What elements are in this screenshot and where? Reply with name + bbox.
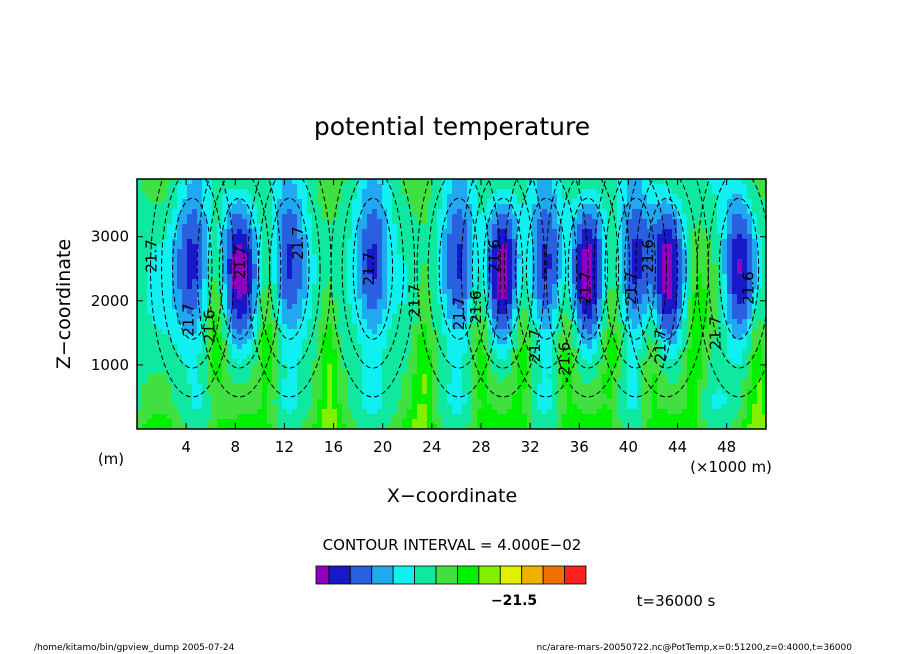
y-axis-label: Z−coordinate: [53, 239, 75, 369]
contour-label: 21.7: [651, 329, 669, 362]
x-tick-label: 20: [373, 438, 392, 456]
contour-label: 21.7: [231, 246, 249, 279]
x-tick-label: 44: [668, 438, 687, 456]
y-tick-label: 3000: [91, 228, 129, 246]
colorbar-swatch: [414, 565, 437, 585]
time-annotation: t=36000 s: [637, 592, 716, 610]
colorbar: [315, 565, 587, 585]
contour-label: 21.7: [707, 316, 725, 349]
contour-label: 21.7: [406, 284, 424, 317]
contour-label: 21.7: [450, 297, 468, 330]
colorbar-swatch: [392, 565, 415, 585]
contour-label: 21.7: [143, 239, 161, 272]
x-tick-label: 28: [471, 438, 490, 456]
contour-label: 21.7: [360, 252, 378, 285]
contour-label: 21.6: [740, 271, 758, 304]
x-tick-label: 48: [717, 438, 736, 456]
contour-interval-text: CONTOUR INTERVAL = 4.000E−02: [323, 536, 582, 554]
x-tick-label: 12: [275, 438, 294, 456]
colorbar-swatch: [564, 565, 587, 585]
y-tick-label: 1000: [91, 356, 129, 374]
contour-label: 21.6: [555, 342, 573, 375]
contour-labels: 21.721.7 21.621.721.721.721.7 21.7 21.621.6…: [143, 226, 758, 375]
x-tick-label: 24: [422, 438, 441, 456]
x-tick-label: 16: [324, 438, 343, 456]
footer-right: nc/arare-mars-20050722.nc@PotTemp,x=0:51…: [536, 643, 852, 653]
contour-label: 21.7: [180, 303, 198, 336]
x-tick-label: 36: [570, 438, 589, 456]
x-tick-label: 32: [521, 438, 540, 456]
colorbar-swatch: [499, 565, 523, 585]
contour-label: 21.7: [289, 226, 307, 259]
contour-field: [137, 179, 766, 429]
y-axis-ticks: 1000 2000 3000: [91, 228, 766, 374]
contour-label: 21.6: [467, 291, 485, 324]
x-tick-label: 4: [181, 438, 191, 456]
colorbar-swatch: [457, 565, 480, 585]
contour-label: 21.7: [526, 329, 544, 362]
plot-area: 21.721.7 21.621.721.721.721.7 21.7 21.621.6…: [136, 178, 767, 430]
colorbar-swatch: [542, 565, 565, 585]
x-axis-label: X−coordinate: [387, 485, 517, 507]
contour-label: 21.6: [639, 239, 657, 272]
chart-title: potential temperature: [314, 112, 590, 141]
x-axis-ticks: 4 8 12 16 20 24 28 32 36 40 44 48: [181, 179, 736, 456]
x-tick-label: 40: [619, 438, 638, 456]
y-tick-label: 2000: [91, 292, 129, 310]
colorbar-swatch: [371, 565, 394, 585]
colorbar-swatch: [328, 565, 351, 585]
x-scale-label: (×1000 m): [690, 458, 772, 476]
contour-label: 21.7: [622, 271, 640, 304]
plot-frame: [136, 178, 767, 430]
colorbar-value-label: −21.5: [491, 593, 537, 609]
colorbar-swatch: [315, 565, 330, 585]
contour-label: 21.7: [576, 271, 594, 304]
colorbar-swatch: [521, 565, 544, 585]
x-tick-label: 8: [231, 438, 241, 456]
contour-label: 21.6: [200, 310, 218, 343]
colorbar-swatch: [478, 565, 501, 585]
x-unit-label: (m): [98, 450, 124, 468]
contour-label: 21.6: [485, 239, 503, 272]
colorbar-swatch: [349, 565, 373, 585]
footer-left: /home/kitamo/bin/gpview_dump 2005-07-24: [34, 643, 235, 653]
colorbar-swatch: [435, 565, 458, 585]
